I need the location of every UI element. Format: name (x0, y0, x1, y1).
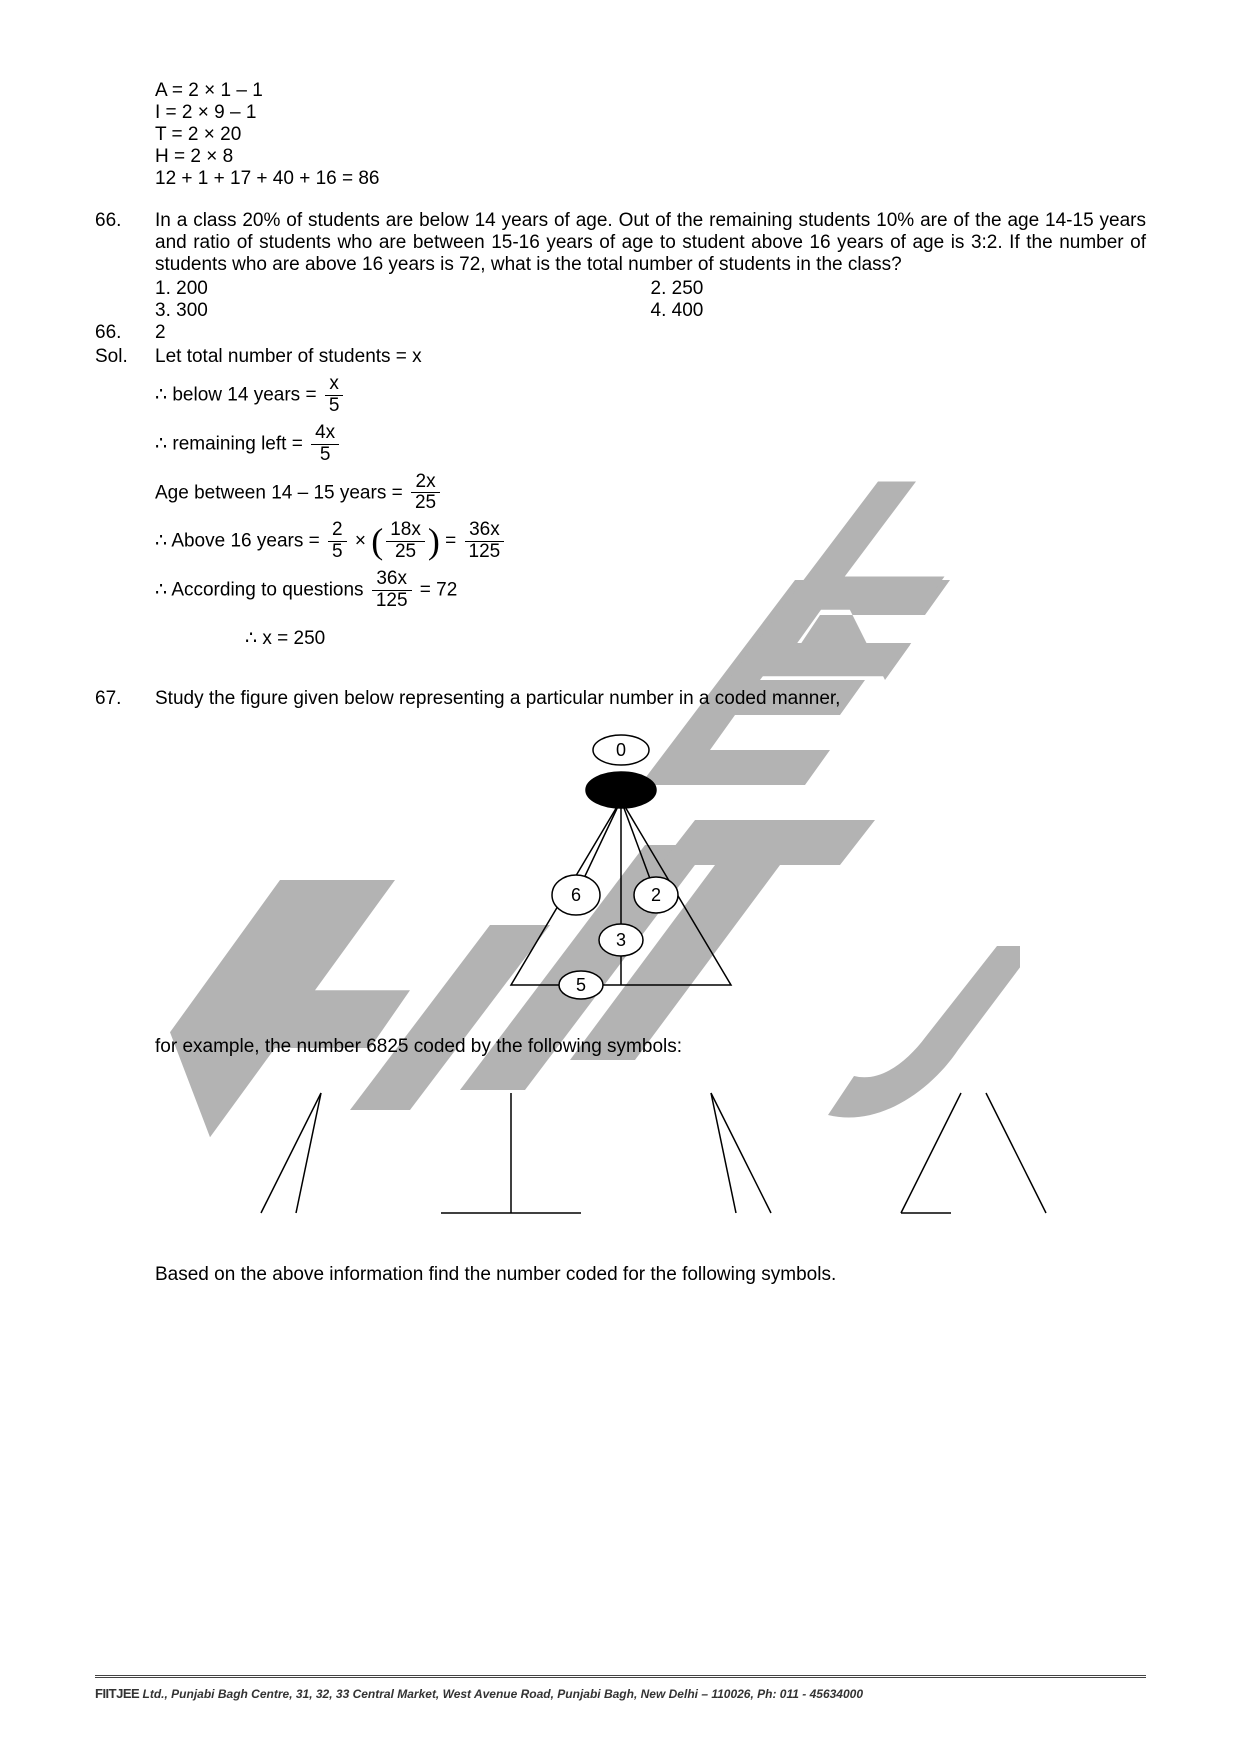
numerator: x (325, 374, 344, 396)
sol-step3: Age between 14 – 15 years = 2x25 (155, 472, 1146, 515)
numerator: 2x (411, 472, 440, 494)
sol-step6: ∴ x = 250 (245, 618, 1146, 660)
option-3: 3. 300 (155, 300, 651, 322)
q65-solution-block: A = 2 × 1 – 1 I = 2 × 9 – 1 T = 2 × 20 H… (155, 80, 1146, 190)
fraction: 2x25 (411, 472, 440, 515)
fig-caption: for example, the number 6825 coded by th… (155, 1036, 1146, 1058)
fraction: x5 (325, 374, 344, 417)
denominator: 5 (325, 396, 344, 417)
sol-step1: ∴ below 14 years = x5 (155, 374, 1146, 417)
fraction: 18x25 (386, 520, 425, 563)
question-66: 66. In a class 20% of students are below… (95, 210, 1146, 276)
options-row2: 3. 300 4. 400 (155, 300, 1146, 322)
sol-line: 12 + 1 + 17 + 40 + 16 = 86 (155, 168, 1146, 190)
numerator: 2 (328, 520, 347, 542)
denominator: 125 (465, 542, 505, 563)
sol-step4: ∴ Above 16 years = 25 × (18x25) = 36x125 (155, 520, 1146, 563)
paren-right: ) (428, 527, 440, 556)
denominator: 5 (311, 445, 339, 466)
question-text: Study the figure given below representin… (155, 688, 1146, 710)
answer-value: 2 (155, 322, 1146, 344)
answer-label: 66. (95, 322, 155, 344)
fraction: 4x5 (311, 423, 339, 466)
question-number: 66. (95, 210, 155, 232)
paren-left: ( (371, 527, 383, 556)
step-prefix: Age between 14 – 15 years = (155, 482, 408, 503)
sol-intro: Let total number of students = x (155, 346, 1146, 368)
numerator: 4x (311, 423, 339, 445)
step-suffix: = 72 (415, 580, 458, 601)
option-2: 2. 250 (651, 278, 1147, 300)
denominator: 25 (386, 542, 425, 563)
equals-sign: = (440, 531, 462, 552)
answer-66: 66. 2 (95, 322, 1146, 344)
denominator: 25 (411, 493, 440, 514)
option-4: 4. 400 (651, 300, 1147, 322)
question-number: 67. (95, 688, 155, 710)
step-prefix: ∴ Above 16 years = (155, 531, 325, 552)
node-0: 0 (615, 740, 625, 760)
symbols-figure (95, 1078, 1146, 1234)
sol-step5: ∴ According to questions 36x125 = 72 (155, 569, 1146, 612)
fraction: 25 (328, 520, 347, 563)
step-prefix: ∴ below 14 years = (155, 384, 322, 405)
numerator: 18x (386, 520, 425, 542)
footer-logo: FIITJEE (95, 1686, 139, 1701)
sol-line: T = 2 × 20 (155, 124, 1146, 146)
sol-line: A = 2 × 1 – 1 (155, 80, 1146, 102)
page-footer: FIITJEE Ltd., Punjabi Bagh Centre, 31, 3… (95, 1675, 1146, 1704)
options-row1: 1. 200 2. 250 (155, 278, 1146, 300)
fraction: 36x125 (372, 569, 412, 612)
multiply-sign: × (350, 531, 372, 552)
node-5: 5 (575, 975, 585, 995)
numerator: 36x (465, 520, 505, 542)
question-67: 67. Study the figure given below represe… (95, 688, 1146, 710)
footer-address: Ltd., Punjabi Bagh Centre, 31, 32, 33 Ce… (139, 1687, 863, 1701)
sol-label: Sol. (95, 346, 155, 368)
solution-66: Sol. Let total number of students = x ∴ … (95, 346, 1146, 666)
denominator: 5 (328, 542, 347, 563)
step-prefix: ∴ remaining left = (155, 433, 308, 454)
sol-line: H = 2 × 8 (155, 146, 1146, 168)
node-3: 3 (615, 930, 625, 950)
sol-step2: ∴ remaining left = 4x5 (155, 423, 1146, 466)
numerator: 36x (372, 569, 412, 591)
question-text: In a class 20% of students are below 14 … (155, 210, 1146, 276)
fraction: 36x125 (465, 520, 505, 563)
sol-line: I = 2 × 9 – 1 (155, 102, 1146, 124)
denominator: 125 (372, 591, 412, 612)
node-2: 2 (650, 885, 660, 905)
option-1: 1. 200 (155, 278, 651, 300)
coded-figure: 0 6 2 3 5 (95, 725, 1146, 1021)
node-6: 6 (570, 885, 580, 905)
closing-text: Based on the above information find the … (155, 1264, 1146, 1286)
step-prefix: ∴ According to questions (155, 580, 369, 601)
